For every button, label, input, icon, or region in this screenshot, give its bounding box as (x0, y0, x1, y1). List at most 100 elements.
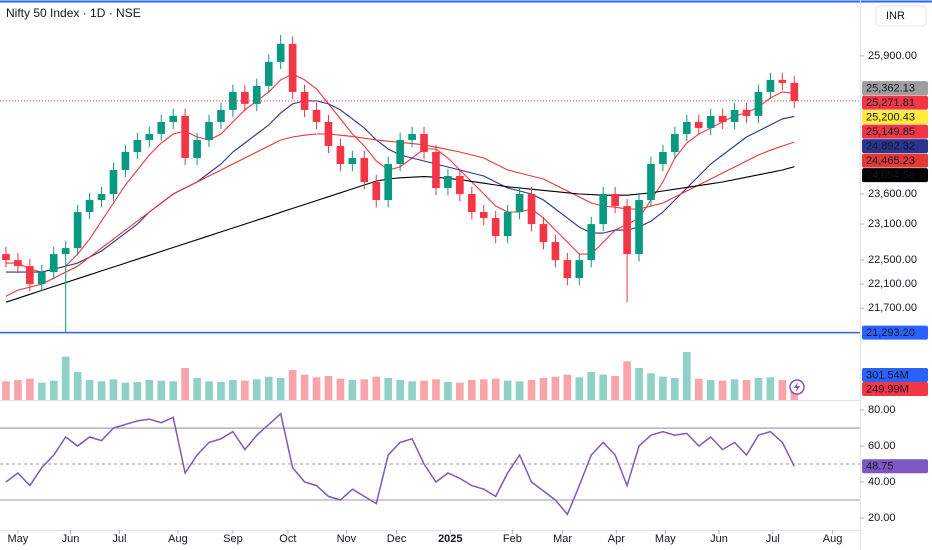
price-tag: 25,271.81 (866, 97, 915, 109)
candle-body (109, 170, 118, 195)
candle-body (312, 109, 321, 122)
volume-bar (276, 378, 285, 400)
candle-body (671, 133, 679, 152)
x-tick-label: Aug (168, 533, 188, 545)
candle-body (730, 109, 739, 122)
candle-body (647, 163, 655, 201)
volume-tag-bg (862, 382, 928, 396)
volume-bar (85, 380, 94, 400)
y-tick-label: 21,700.00 (868, 302, 917, 314)
volume-tag-bg (862, 368, 928, 382)
y-tick-label: 22,500.00 (868, 254, 917, 266)
candle-body (241, 91, 249, 104)
volume-bar (97, 381, 106, 400)
candle-body (300, 91, 309, 110)
candle-body (360, 157, 369, 183)
candle-body (778, 79, 787, 83)
x-tick-label: Feb (503, 533, 522, 545)
candle-body (515, 194, 524, 213)
volume-bar (587, 372, 596, 400)
candle-body (479, 212, 488, 219)
candle-body (193, 139, 201, 158)
volume-bar (324, 376, 333, 400)
x-tick-label: Apr (608, 533, 625, 545)
candle-body (121, 151, 130, 170)
volume-bar (491, 378, 500, 400)
price-tag: 25,149.85 (866, 126, 915, 138)
candle-body (217, 109, 225, 122)
x-tick-label: 2025 (438, 533, 462, 545)
volume-bar (300, 374, 309, 400)
y-tick-label: 40.00 (868, 476, 896, 488)
candle-body (396, 139, 404, 164)
volume-bar (264, 376, 273, 400)
candle-body (372, 182, 381, 201)
candle-body (2, 254, 10, 261)
volume-bar (37, 382, 46, 400)
candle-body (766, 79, 775, 92)
currency-button[interactable] (875, 5, 927, 27)
price-tag-bg (862, 95, 928, 110)
candle-body (26, 266, 34, 285)
volume-bar (742, 380, 751, 400)
axis-layer: 21,700.00 22,100.00 22,500.00 23,100.00 23,6… (860, 50, 928, 524)
candle-body (718, 115, 727, 122)
candle-body (229, 91, 237, 110)
candle-body (97, 194, 106, 201)
candle-body (157, 121, 166, 134)
y-tick-label: 80.00 (868, 404, 896, 416)
x-tick-label: Sep (223, 533, 243, 545)
price-tag: 24,054.58 (866, 170, 915, 182)
volume-bar (730, 379, 739, 400)
candle-body (205, 121, 213, 140)
candle-body (85, 200, 94, 213)
lightning-glyph (794, 382, 800, 392)
volume-bar (241, 380, 249, 400)
x-tick-label: May (655, 533, 676, 545)
volume-bar (766, 377, 775, 400)
volume-bar (61, 356, 70, 400)
volume-bar (479, 379, 488, 400)
candle-body (659, 151, 667, 164)
volume-bar (360, 379, 369, 400)
candle-body (252, 85, 261, 104)
price-tag-bg (862, 124, 928, 139)
volume-bar (527, 380, 536, 400)
candle-body (563, 260, 572, 279)
volume-bar (312, 377, 321, 400)
price-tag-bg (862, 153, 928, 168)
volume-bar (682, 352, 691, 400)
volume-bar (49, 380, 58, 400)
volume-bar (396, 380, 404, 400)
chart-title: Nifty 50 Index · 1D · NSE (6, 6, 141, 20)
y-tick-label: 25,900.00 (868, 50, 917, 62)
volume-bar (539, 378, 548, 400)
volume-bar (384, 378, 393, 400)
candle-body (527, 194, 536, 225)
volume-bar (420, 380, 428, 400)
y-tick-label: 60.00 (868, 440, 896, 452)
price-tag-bg (862, 110, 928, 125)
volume-bar (432, 379, 440, 400)
x-tick-label: Aug (823, 533, 843, 545)
volume-bar (467, 380, 476, 400)
volume-bar (671, 378, 679, 400)
volume-bar (205, 381, 213, 400)
candle-body (324, 121, 333, 146)
volume-bar (145, 380, 154, 400)
candle-body (623, 206, 631, 255)
volume-bar (372, 376, 381, 400)
volume-bar (694, 378, 703, 400)
x-tick-label: May (8, 533, 29, 545)
candle-body (49, 254, 58, 273)
plot-layer: 21,700.00 22,100.00 22,500.00 23,100.00 23,6… (0, 34, 928, 545)
volume-bar (229, 380, 237, 400)
currency-label[interactable]: INR (886, 10, 905, 22)
candle-body (575, 260, 584, 279)
candle-body (169, 115, 178, 122)
volume-bar (26, 378, 34, 400)
candle-body (635, 200, 643, 255)
volume-tag: 249.99M (866, 383, 909, 395)
volume-bar (659, 376, 667, 400)
